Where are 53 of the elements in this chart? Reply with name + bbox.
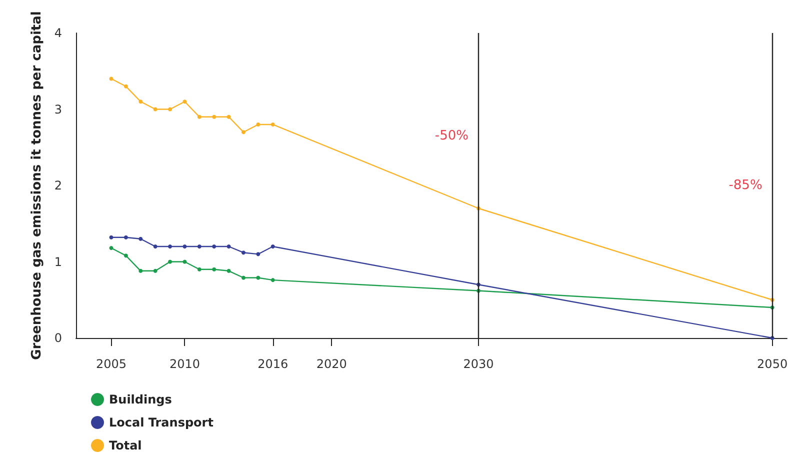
point [138,268,143,273]
point [197,114,202,119]
x-tick-label: 2030 [463,357,494,371]
point [256,276,260,280]
point [212,114,216,119]
x-tick-label: 2050 [757,357,788,371]
point [256,122,260,126]
point [109,76,114,81]
point [182,244,187,248]
point [197,267,202,272]
point [270,244,275,248]
x-tick-label: 2005 [96,357,127,371]
y-tick-label: 3 [54,102,62,116]
y-tick-label: 2 [54,178,62,192]
point [109,235,114,240]
point [197,244,202,248]
y-tick-label: 4 [54,26,62,40]
point [138,236,143,241]
y-tick-label: 0 [54,331,62,345]
point [212,267,216,272]
point [270,278,275,282]
point [153,268,158,273]
point [226,114,231,119]
point [153,107,158,112]
point [241,250,246,255]
point [256,252,260,256]
point [270,122,275,126]
x-tick-label: 2010 [169,357,200,371]
point [124,235,128,240]
x-tick-label: 2016 [258,357,288,371]
point [168,260,172,264]
point [124,254,128,258]
point [241,130,246,134]
point [109,246,114,250]
legend-label: Buildings [109,392,172,406]
point [168,244,172,248]
annotation: -85% [728,178,762,193]
point [182,100,187,104]
annotation: -50% [434,128,469,144]
point [212,244,216,248]
y-axis-title: Greenhouse gas emissions it tonnes per capital [29,11,44,360]
x-tick-label: 2020 [316,357,347,371]
y-tick-label: 1 [54,254,62,269]
point [241,276,246,280]
point [226,244,231,248]
point [153,244,158,248]
point [182,260,187,264]
point [168,107,172,112]
legend-label: Local Transport [109,416,214,430]
point [138,100,143,104]
legend-label: Total [109,438,142,452]
point [226,268,231,273]
point [124,84,128,88]
